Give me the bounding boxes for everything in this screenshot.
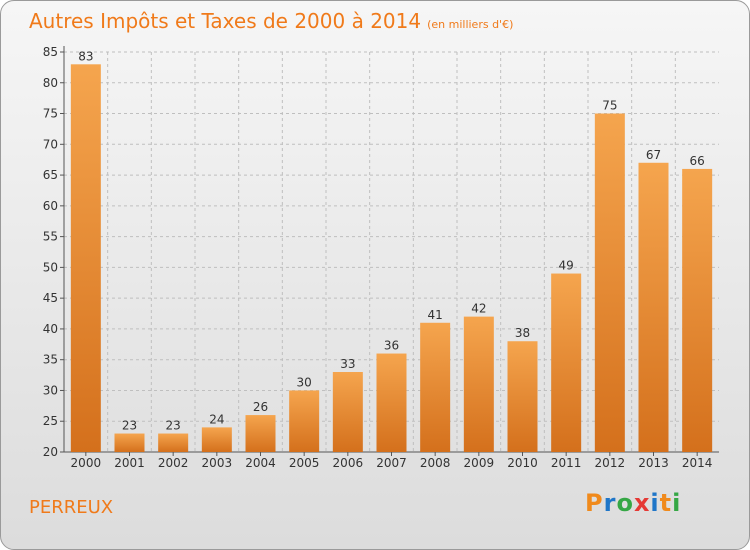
y-tick-label: 70 [43,137,58,151]
chart-title: Autres Impôts et Taxes de 2000 à 2014 (en… [29,9,513,33]
label-layer: 83 2000 23 2001 23 2002 24 2003 26 2004 30 2005 33 20… [71,49,713,470]
y-tick-label: 75 [43,107,58,121]
x-tick-label: 2009 [464,456,495,470]
y-tick-label: 65 [43,168,58,182]
x-tick-label: 2005 [289,456,320,470]
y-tick-label: 30 [43,383,58,397]
bar [376,353,407,452]
x-tick-label: 2007 [376,456,407,470]
logo-letter: i [650,489,660,517]
logo-letter: r [603,489,617,517]
x-tick-label: 2008 [420,456,451,470]
unit-note: (en milliers d'€) [427,18,514,31]
data-label: 23 [122,419,137,433]
data-label: 49 [559,259,574,273]
x-tick-label: 2000 [71,456,102,470]
bar [682,168,713,452]
bar [158,433,189,452]
bar [289,390,320,452]
data-label: 23 [166,419,181,433]
bar [420,322,451,452]
y-tick-label: 80 [43,76,58,90]
bar [638,162,669,452]
x-tick-label: 2012 [595,456,626,470]
bar [70,64,101,453]
bar [551,273,582,452]
bar [245,415,276,452]
place-name: PERREUX [29,497,114,518]
title-text: Autres Impôts et Taxes de 2000 à 2014 [29,9,422,33]
data-label: 41 [428,308,443,322]
bar [114,433,145,452]
data-label: 42 [471,302,486,316]
data-label: 75 [602,99,617,113]
y-tick-label: 55 [43,230,58,244]
logo-letter: P [585,489,604,517]
data-label: 38 [515,326,530,340]
x-tick-label: 2014 [682,456,713,470]
data-label: 36 [384,339,399,353]
bar-layer [70,64,713,453]
data-label: 67 [646,148,661,162]
proxiti-logo: Proxiti [585,489,681,517]
x-tick-label: 2006 [333,456,364,470]
y-tick-label: 60 [43,199,58,213]
logo-letter: t [659,489,673,517]
bar [507,341,538,452]
x-tick-label: 2001 [114,456,145,470]
x-tick-label: 2003 [202,456,233,470]
y-tick-label: 50 [43,260,58,274]
logo-letter: o [616,489,634,517]
x-tick-label: 2002 [158,456,189,470]
data-label: 66 [690,154,705,168]
data-label: 33 [340,357,355,371]
data-label: 30 [297,375,312,389]
y-tick-label: 20 [43,445,58,459]
grid-layer [64,51,719,452]
bar [332,372,363,452]
data-label: 26 [253,400,268,414]
y-tick-label: 40 [43,322,58,336]
x-tick-label: 2013 [638,456,669,470]
logo-letter: x [633,489,651,517]
bar [463,316,494,452]
y-tick-label: 35 [43,353,58,367]
bar [594,113,625,453]
y-tick-label: 25 [43,414,58,428]
x-tick-label: 2011 [551,456,582,470]
logo-letter: i [672,489,682,517]
data-label: 83 [78,49,93,63]
y-tick-label: 85 [43,45,58,59]
x-tick-label: 2010 [507,456,538,470]
x-tick-label: 2004 [245,456,276,470]
y-tick-label: 45 [43,291,58,305]
data-label: 24 [209,412,224,426]
bar [201,427,232,452]
